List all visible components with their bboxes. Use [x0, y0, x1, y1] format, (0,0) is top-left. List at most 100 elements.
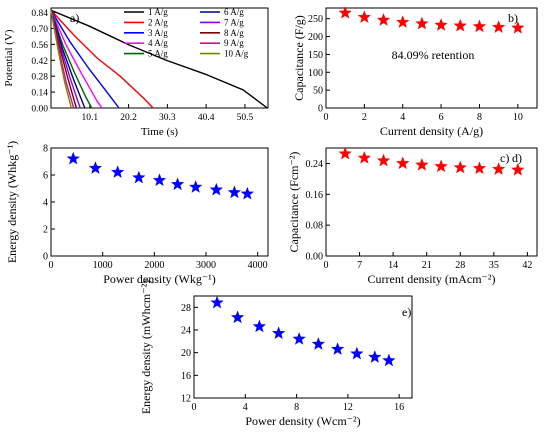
- x-tick-label: 10: [513, 112, 523, 123]
- data-point: [382, 353, 396, 367]
- y-tick-label: 0.08: [306, 221, 324, 232]
- panel-label: b): [508, 11, 518, 25]
- data-point: [368, 350, 382, 363]
- legend-label: 10 A/g: [224, 49, 249, 59]
- y-tick-label: 0.14: [31, 89, 48, 99]
- y-tick-label: 0.42: [31, 57, 48, 67]
- x-tick-label: 8: [477, 112, 482, 123]
- data-point: [491, 20, 506, 34]
- x-tick-label: 2: [362, 112, 367, 123]
- series-line: [50, 9, 154, 109]
- plot-frame: [325, 7, 538, 109]
- panel-label: e): [402, 305, 411, 319]
- data-point: [396, 156, 410, 170]
- data-point: [311, 337, 326, 350]
- x-tick-label: 8: [294, 402, 299, 413]
- y-axis-label: Energy density (mWhcm⁻²): [139, 280, 153, 414]
- y-tick-label: 0.28: [31, 73, 48, 83]
- y-tick-label: 12: [181, 394, 191, 405]
- data-point: [132, 170, 146, 184]
- data-point: [210, 295, 224, 309]
- y-tick-label: 0: [318, 104, 323, 115]
- y-tick-label: 0.84: [31, 9, 48, 19]
- y-tick-label: 150: [308, 50, 323, 61]
- y-axis-label: Energy density (Whkg⁻¹): [5, 141, 19, 263]
- y-tick-label: 200: [308, 32, 323, 43]
- plot-frame: [325, 147, 538, 257]
- data-point: [434, 159, 448, 173]
- x-axis-label: Power density (Wkg⁻¹): [103, 272, 216, 286]
- x-tick-label: 50.5: [237, 113, 254, 123]
- x-tick-label: 16: [394, 402, 404, 413]
- data-point: [227, 185, 242, 199]
- y-tick-label: 2: [43, 225, 48, 236]
- data-point: [453, 160, 467, 174]
- data-point: [415, 157, 429, 171]
- legend-label: 1 A/g: [148, 7, 168, 17]
- x-tick-label: 30.3: [159, 113, 176, 123]
- x-tick-label: 42: [522, 260, 532, 271]
- panel-label: a): [70, 11, 79, 25]
- x-tick-label: 14: [388, 260, 398, 271]
- panel-label: c): [500, 151, 509, 165]
- data-point: [434, 18, 448, 31]
- data-point: [66, 151, 80, 165]
- x-tick-label: 21: [422, 260, 432, 271]
- legend-label: 5 A/g: [148, 49, 168, 59]
- plot-frame: [50, 147, 269, 257]
- legend-label: 3 A/g: [148, 28, 168, 38]
- legend-label: 7 A/g: [224, 17, 244, 27]
- legend-label: 8 A/g: [224, 28, 244, 38]
- chart-panel-4: 0 7 14 21 28 35 42 0.00 0.08 0.16 0.24 Current dens…: [287, 146, 538, 286]
- y-tick-label: 20: [181, 348, 191, 359]
- data-point: [188, 180, 203, 193]
- chart-panel-1: 10.1 20.2 30.3 40.4 50.5 0.00 0.14 0.28 0.42 0.56…: [3, 7, 269, 138]
- x-axis-label: Power density (Wcm⁻²): [245, 414, 360, 428]
- x-tick-label: 7: [357, 260, 362, 271]
- x-tick-label: 20.2: [120, 113, 137, 123]
- data-point: [396, 15, 410, 29]
- legend-label: 9 A/g: [224, 38, 244, 48]
- x-tick-label: 3000: [196, 260, 216, 271]
- y-tick-label: 24: [181, 326, 191, 337]
- x-tick-label: 0: [324, 112, 329, 123]
- y-axis-label: Capacitance (F/g): [292, 15, 306, 101]
- plot-frame: [50, 7, 269, 109]
- series-line: [50, 10, 73, 109]
- plot-frame: [193, 295, 413, 399]
- y-tick-label: 0.00: [31, 105, 48, 115]
- y-axis-label: Potential (V): [3, 29, 15, 86]
- data-point: [252, 319, 267, 333]
- data-point: [472, 161, 487, 175]
- y-tick-label: 8: [43, 144, 48, 155]
- data-point: [472, 19, 487, 33]
- x-tick-label: 6: [439, 112, 444, 123]
- y-tick-label: 16: [181, 371, 191, 382]
- legend-label: 6 A/g: [224, 7, 244, 17]
- x-tick-label: 40.4: [198, 113, 215, 123]
- x-tick-label: 0: [192, 402, 197, 413]
- data-point: [511, 20, 525, 34]
- data-point: [271, 326, 286, 340]
- series-line: [50, 9, 120, 109]
- y-tick-label: 0.70: [31, 25, 48, 35]
- data-point: [357, 10, 372, 24]
- x-tick-label: 1000: [93, 260, 113, 271]
- x-tick-label: 4: [400, 112, 405, 123]
- y-tick-label: 28: [181, 303, 191, 314]
- x-tick-label: 0: [324, 260, 329, 271]
- y-tick-label: 0.56: [31, 41, 48, 51]
- legend: 1 A/g2 A/g3 A/g4 A/g5 A/g 6 A/g7 A/g8 A/g…: [124, 7, 249, 59]
- x-tick-label: 12: [343, 402, 353, 413]
- panel-label: d): [512, 151, 522, 165]
- y-tick-label: 4: [43, 198, 48, 209]
- data-point: [292, 331, 306, 345]
- data-point: [453, 18, 467, 32]
- data-point: [209, 182, 224, 196]
- y-tick-label: 0.00: [306, 252, 324, 263]
- y-axis-label: Capacitance (Fcm⁻²): [287, 152, 301, 253]
- x-tick-label: 10.1: [81, 113, 98, 123]
- y-tick-label: 6: [43, 171, 48, 182]
